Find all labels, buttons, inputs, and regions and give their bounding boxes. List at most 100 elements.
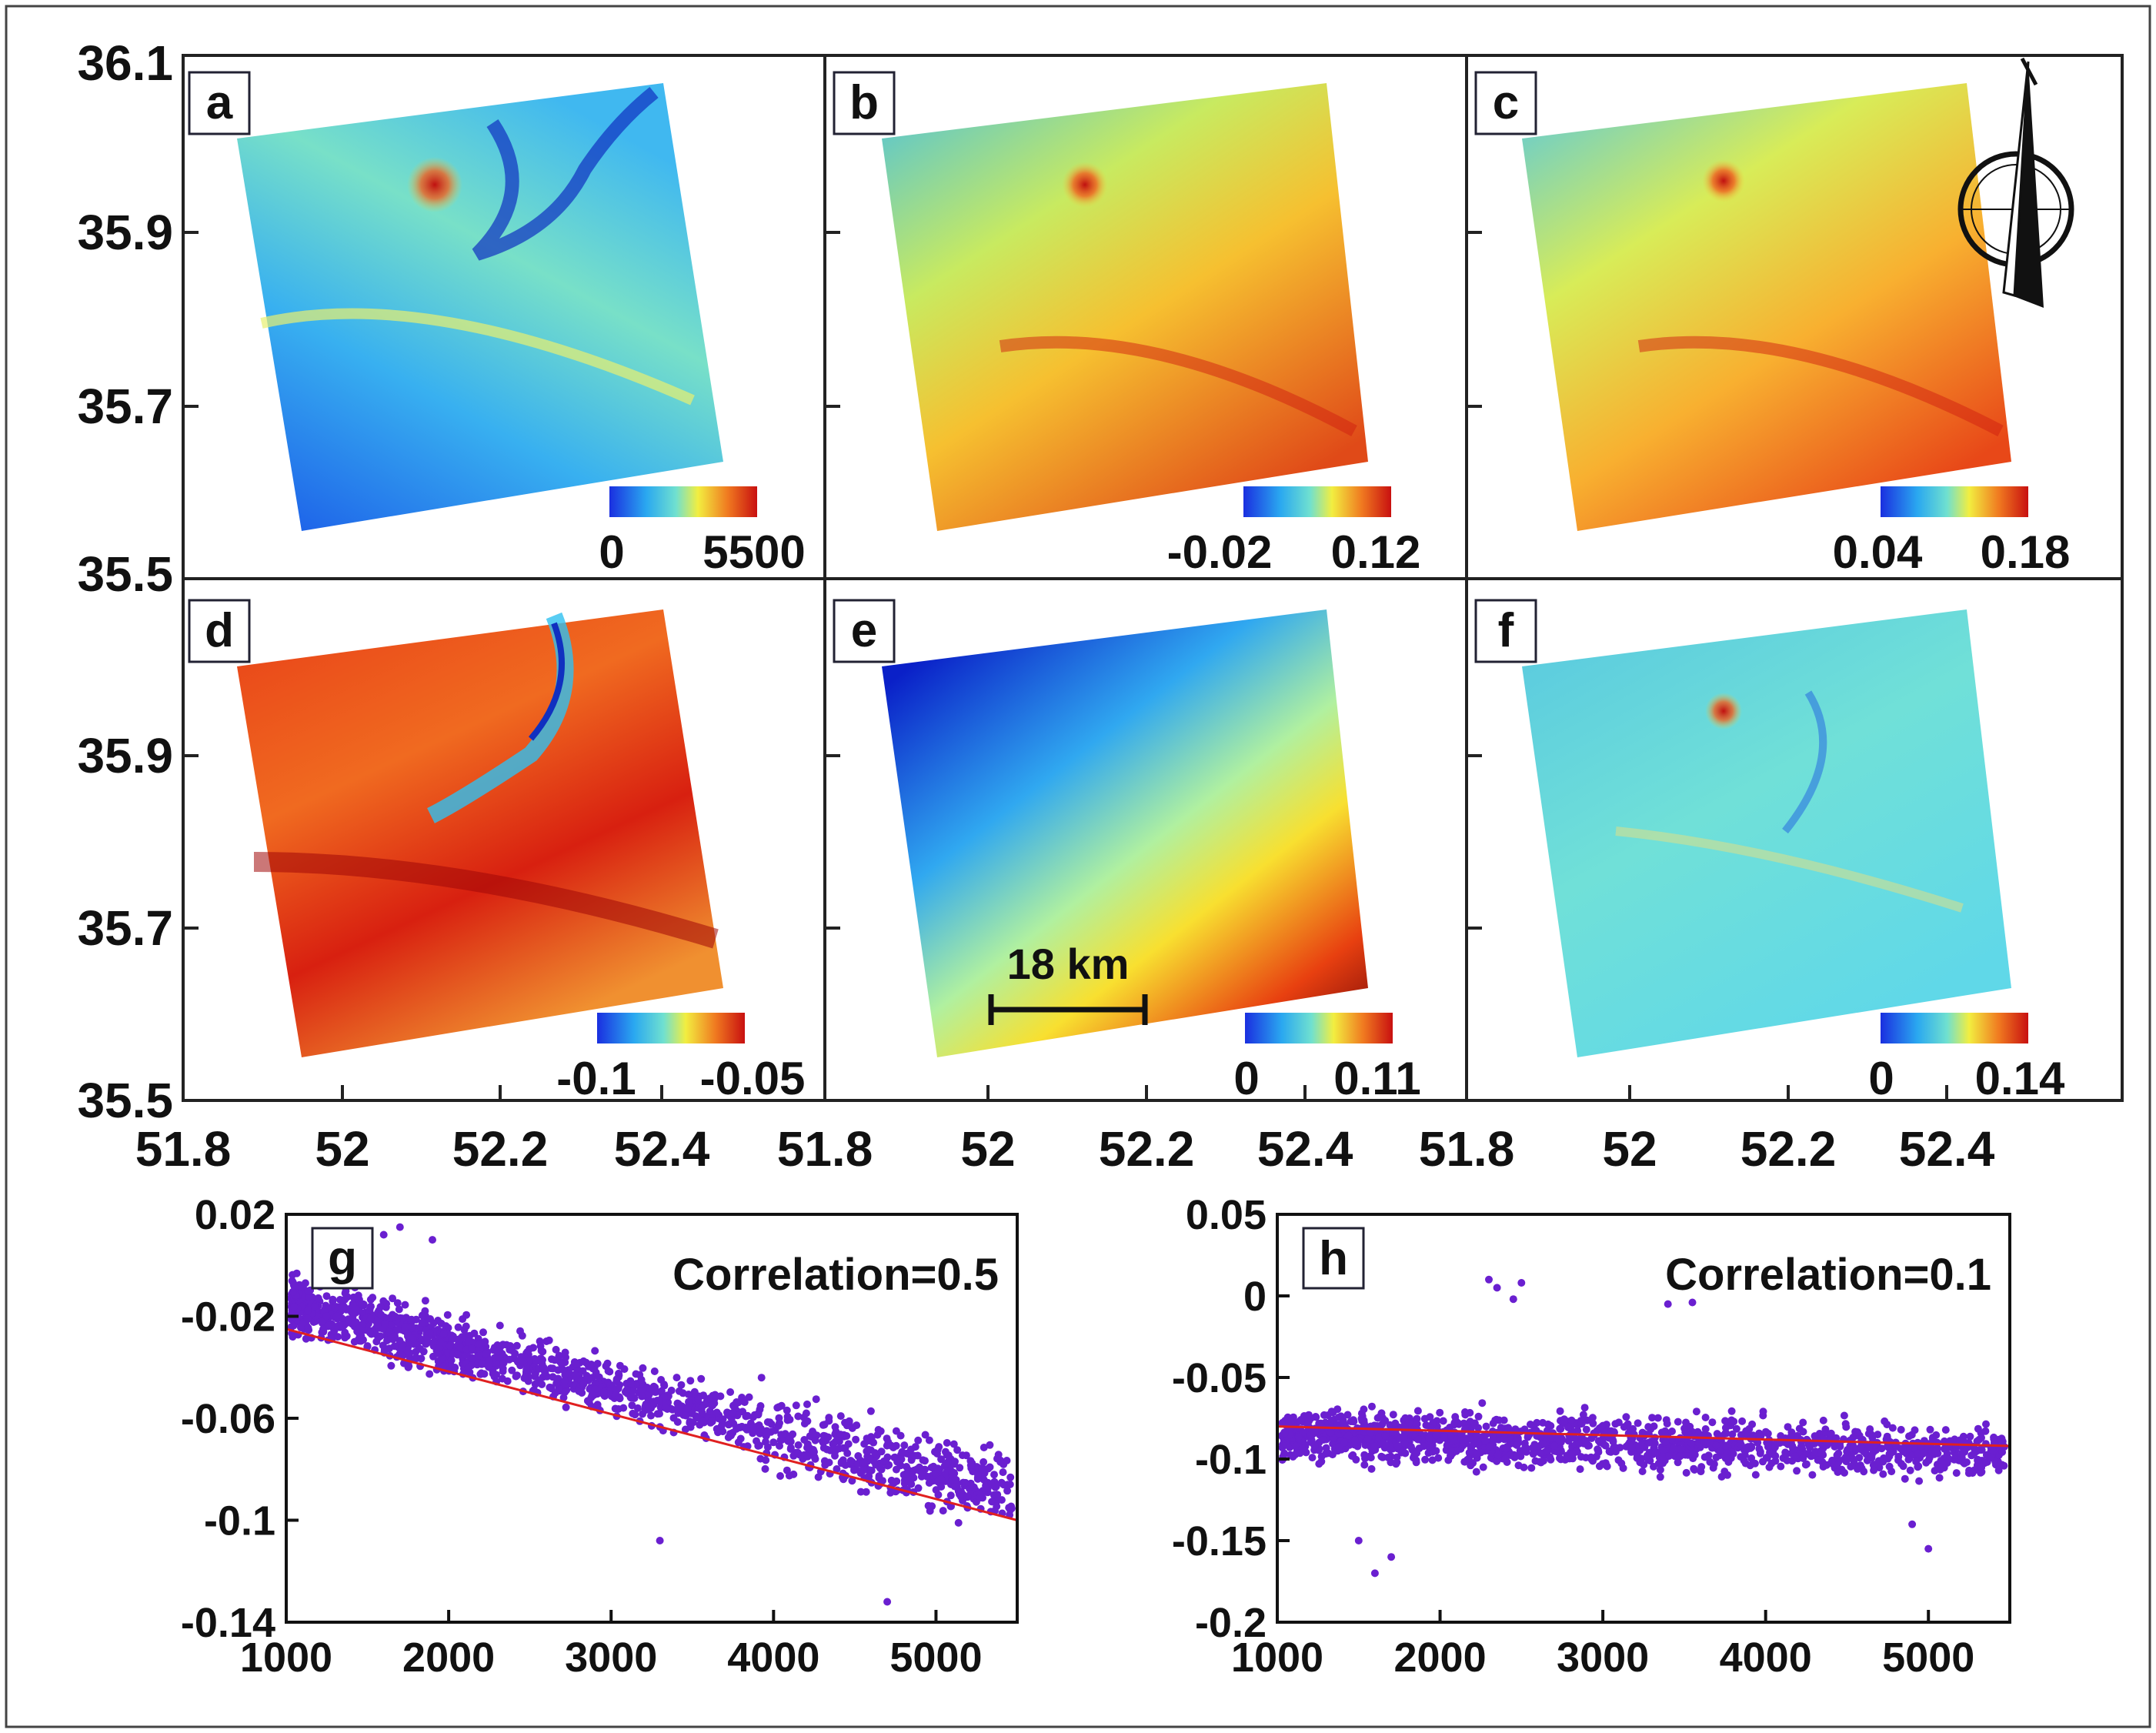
y-tick-label: -0.06 (181, 1396, 275, 1442)
scatter-point (645, 1391, 653, 1399)
scatter-point (1819, 1416, 1827, 1424)
scatter-point (1884, 1454, 1892, 1463)
scatter-point (785, 1471, 793, 1480)
scatter-point (1967, 1451, 1976, 1460)
scatter-point (946, 1491, 955, 1500)
scatter-point (412, 1347, 420, 1356)
scatter-point (1570, 1434, 1579, 1442)
scatter-point (794, 1441, 803, 1449)
scatter-point (865, 1472, 873, 1481)
scatter-point (886, 1488, 895, 1497)
scatter-point (1434, 1454, 1443, 1462)
scatter-point (1677, 1445, 1685, 1454)
scatter-point (508, 1366, 516, 1374)
scatter-point (697, 1374, 706, 1383)
scatter-point (1428, 1456, 1437, 1464)
panel-e-colorbar (1245, 1013, 1393, 1043)
lat-tick: 36.1 (77, 35, 173, 91)
scatter-point (1640, 1461, 1648, 1469)
lat-tick: 35.5 (77, 546, 173, 602)
scatter-point (786, 1445, 795, 1453)
scatter-point (794, 1412, 803, 1421)
lon-tick: 52.4 (1899, 1121, 1995, 1177)
scatter-point (542, 1337, 551, 1345)
scatter-point (1627, 1444, 1636, 1452)
panel-c-raster (1522, 83, 2011, 531)
scatter-point (358, 1301, 366, 1309)
scatter-point (937, 1483, 946, 1491)
scatter-point (511, 1349, 519, 1357)
scatter-point (1472, 1468, 1480, 1476)
scatter-point (609, 1384, 617, 1392)
scatter-point (1926, 1425, 1934, 1434)
scatter-point (1368, 1402, 1376, 1411)
scatter-point (1469, 1441, 1477, 1449)
scatter-point (1854, 1428, 1862, 1436)
scatter-point (1479, 1463, 1487, 1471)
scatter-point (1287, 1417, 1295, 1426)
panel-e-cb-min: 0 (1233, 1053, 1259, 1104)
scatter-point (475, 1352, 483, 1360)
scatter-point (1759, 1407, 1767, 1416)
scatter-point (1797, 1442, 1805, 1451)
scatter-point (429, 1236, 436, 1244)
scatter-point (925, 1436, 933, 1444)
scatter-point (934, 1464, 942, 1473)
scatter-point (948, 1468, 956, 1476)
y-tick-label: 0 (1243, 1274, 1267, 1320)
scatter-point (776, 1419, 783, 1427)
scatter-point (535, 1376, 543, 1384)
scatter-point (1520, 1444, 1529, 1453)
scatter-point (395, 1223, 404, 1231)
scatter-point (558, 1360, 566, 1368)
scatter-point (1654, 1414, 1662, 1422)
panel-f-cb-min: 0 (1868, 1053, 1894, 1104)
scatter-point (1802, 1460, 1811, 1468)
scatter-point (303, 1314, 312, 1323)
scatter-point (914, 1436, 923, 1444)
scatter-point (889, 1479, 898, 1488)
scatter-point (762, 1456, 770, 1464)
scatter-point (480, 1370, 489, 1378)
scatter-point (338, 1321, 346, 1330)
scatter-point (1833, 1451, 1841, 1459)
scatter-point (502, 1341, 511, 1349)
scatter-point (803, 1451, 811, 1460)
scatter-point (1946, 1437, 1954, 1445)
scatter-point (883, 1598, 892, 1606)
scatter-point (322, 1312, 331, 1321)
scatter-point (1344, 1431, 1353, 1440)
scatter-point (1367, 1464, 1376, 1473)
lon-tick: 51.8 (1419, 1121, 1515, 1177)
scatter-point (331, 1304, 339, 1312)
scatter-point (1481, 1437, 1490, 1445)
scatter-point (1811, 1432, 1819, 1441)
scatter-point (520, 1374, 529, 1382)
scatter-point (1935, 1463, 1944, 1471)
scatter-point (1914, 1449, 1922, 1458)
scatter-point (689, 1418, 697, 1427)
fit-line (285, 1327, 1018, 1521)
lon-tick: 51.8 (135, 1121, 232, 1177)
scatter-point (1461, 1411, 1470, 1419)
scatter-point (854, 1452, 863, 1460)
scatter-point (620, 1365, 629, 1374)
scatter-point (803, 1417, 812, 1425)
x-tick-label: 1000 (1231, 1634, 1323, 1681)
panel-label: h (1319, 1232, 1348, 1285)
y-tick-label: 0.05 (1186, 1192, 1267, 1238)
scatter-point (1528, 1444, 1537, 1452)
scatter-point (773, 1404, 782, 1412)
scatter-point (443, 1311, 452, 1319)
scatter-point (1567, 1416, 1576, 1424)
scatter-point (1539, 1457, 1547, 1465)
scatter-point (1832, 1434, 1841, 1442)
lon-tick: 51.8 (777, 1121, 873, 1177)
scatter-point (698, 1408, 706, 1417)
scatter-point (933, 1450, 941, 1458)
lon-tick: 52 (1602, 1121, 1657, 1177)
scatter-point (859, 1458, 868, 1466)
scatter-point (1320, 1411, 1328, 1419)
scatter-point (942, 1460, 950, 1468)
scatter-point (619, 1404, 628, 1412)
